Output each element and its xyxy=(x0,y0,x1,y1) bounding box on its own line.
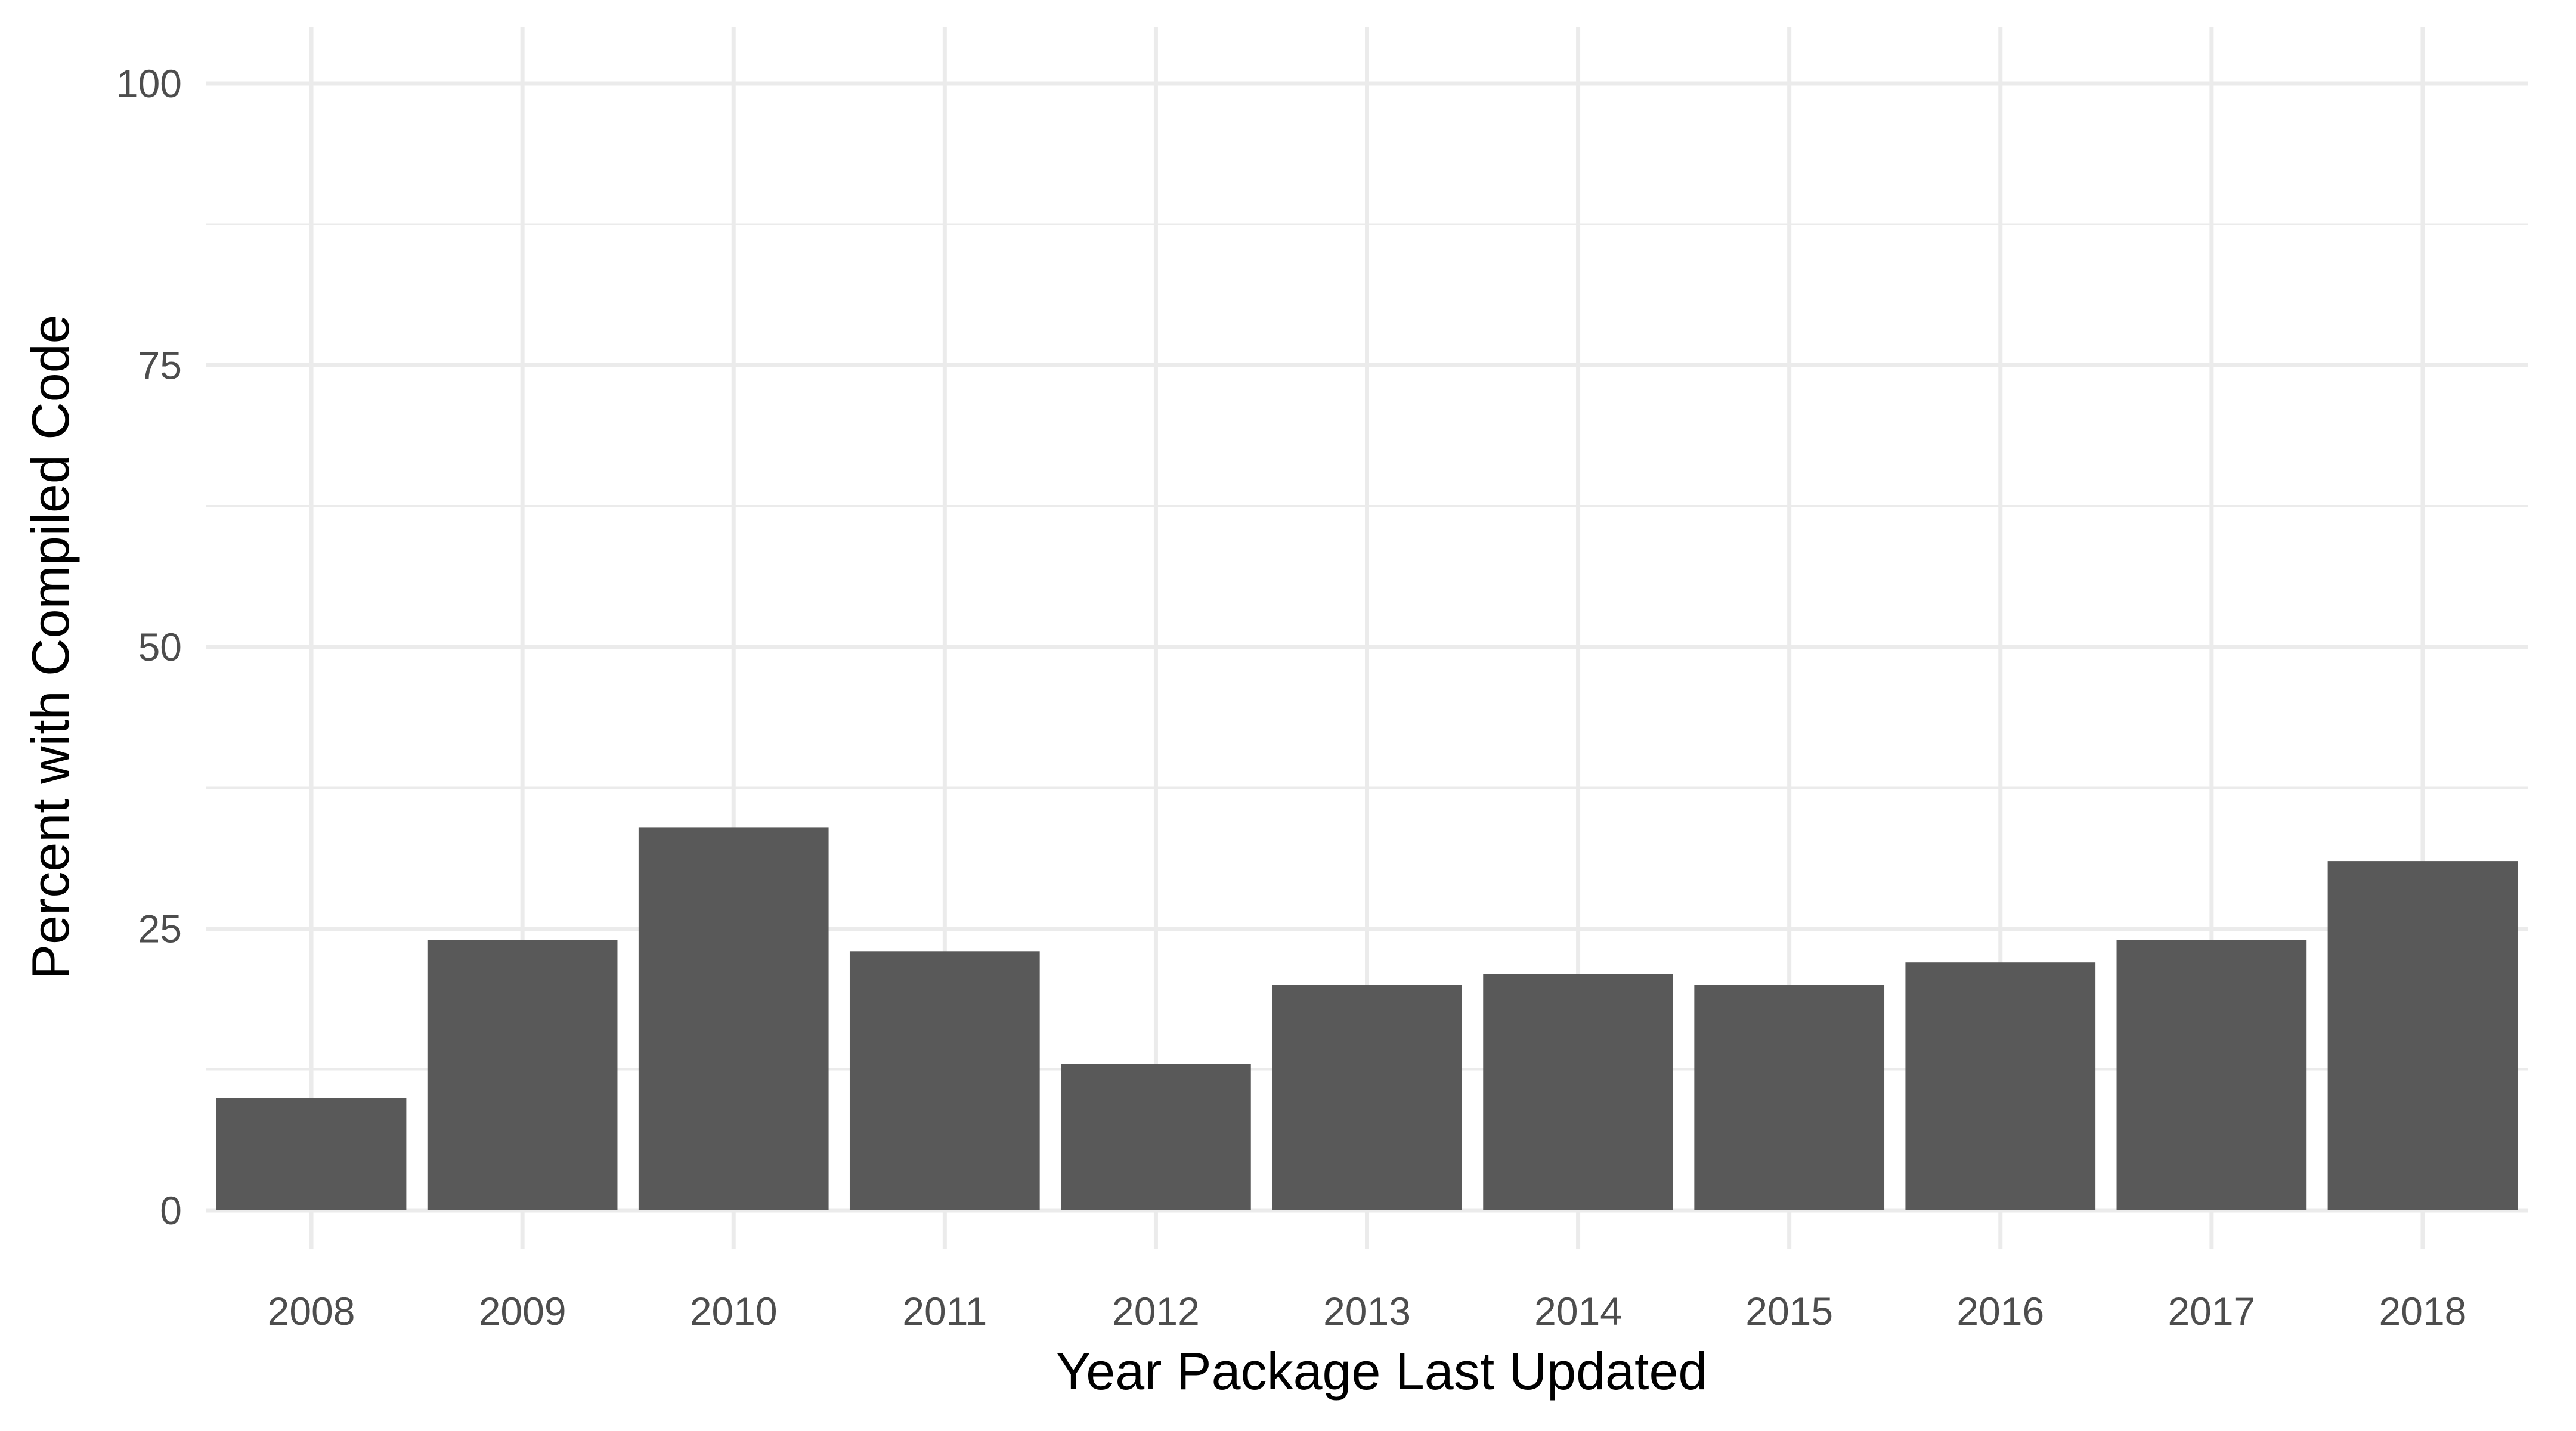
x-axis-tick-labels: 2008 2009 2010 2011 2012 2013 2014 2015 2016 2017… xyxy=(268,1289,2467,1333)
y-axis-title: Percent with Compiled Code xyxy=(21,314,80,979)
x-tick-label-2010: 2010 xyxy=(690,1289,778,1333)
y-tick-label-1: 25 xyxy=(138,907,182,951)
bar-2012 xyxy=(1061,1064,1251,1210)
x-axis-title: Year Package Last Updated xyxy=(1056,1342,1708,1401)
x-tick-label-2014: 2014 xyxy=(1534,1289,1622,1333)
y-tick-label-4: 100 xyxy=(116,61,182,106)
bars xyxy=(216,827,2518,1210)
x-tick-label-2008: 2008 xyxy=(268,1289,355,1333)
bar-2018 xyxy=(2327,861,2518,1210)
x-tick-label-2013: 2013 xyxy=(1323,1289,1411,1333)
y-axis-tick-labels: 0 25 50 75 100 xyxy=(116,61,182,1232)
y-tick-label-0: 0 xyxy=(160,1188,182,1232)
bar-2013 xyxy=(1272,985,1462,1210)
bar-2008 xyxy=(216,1098,407,1210)
x-tick-label-2018: 2018 xyxy=(2379,1289,2467,1333)
x-tick-label-2015: 2015 xyxy=(1745,1289,1833,1333)
x-tick-label-2009: 2009 xyxy=(479,1289,566,1333)
bar-2014 xyxy=(1483,974,1673,1210)
x-tick-label-2011: 2011 xyxy=(902,1289,987,1333)
y-tick-label-3: 75 xyxy=(138,343,182,388)
y-tick-label-2: 50 xyxy=(138,625,182,669)
bar-2017 xyxy=(2116,940,2307,1210)
bar-2016 xyxy=(1905,962,2096,1210)
x-tick-label-2012: 2012 xyxy=(1112,1289,1200,1333)
bar-2010 xyxy=(638,827,829,1210)
x-tick-label-2017: 2017 xyxy=(2168,1289,2255,1333)
bar-2011 xyxy=(849,951,1040,1210)
bar-2015 xyxy=(1694,985,1885,1210)
bar-2009 xyxy=(427,940,618,1210)
x-tick-label-2016: 2016 xyxy=(1956,1289,2044,1333)
